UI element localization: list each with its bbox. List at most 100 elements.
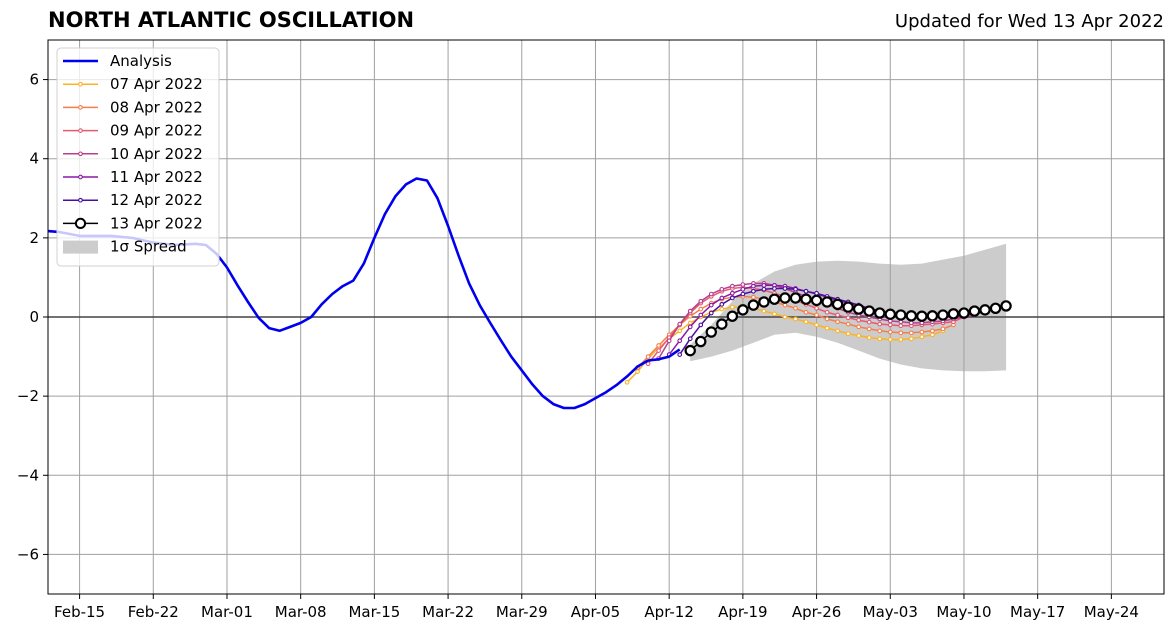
data-point — [677, 352, 683, 357]
data-point — [930, 328, 935, 334]
data-point — [856, 317, 862, 323]
y-tick-label: 6 — [29, 71, 39, 89]
data-point — [845, 315, 851, 321]
data-point — [698, 298, 704, 304]
data-point — [677, 321, 683, 327]
data-point — [729, 304, 735, 310]
data-point — [793, 286, 798, 292]
data-point — [761, 286, 767, 292]
data-point — [803, 288, 809, 294]
data-point — [761, 308, 767, 314]
data-point — [716, 318, 728, 330]
data-point — [887, 337, 893, 342]
legend-marker — [74, 217, 87, 229]
data-point — [747, 299, 760, 311]
data-point — [908, 320, 914, 326]
data-point — [916, 310, 928, 322]
data-point — [824, 316, 830, 322]
data-point — [958, 307, 970, 319]
data-point — [937, 309, 949, 321]
legend-label: 11 Apr 2022 — [110, 168, 203, 186]
x-tick-label: Apr-12 — [644, 603, 694, 621]
legend-label: 09 Apr 2022 — [110, 122, 203, 140]
data-point — [758, 296, 770, 308]
data-point — [726, 310, 739, 322]
data-point — [814, 290, 819, 296]
data-point — [979, 304, 991, 316]
data-point — [793, 316, 798, 322]
data-point — [705, 326, 717, 338]
y-tick-label: −4 — [17, 466, 39, 484]
data-point — [698, 312, 704, 318]
data-point — [782, 314, 788, 320]
data-point — [624, 379, 630, 385]
x-tick-label: May-17 — [1010, 603, 1065, 621]
data-point — [884, 308, 896, 320]
x-tick-label: Feb-15 — [54, 603, 105, 621]
y-tick-label: 4 — [29, 150, 39, 168]
legend-entry: 1σ Spread — [63, 238, 187, 256]
series-13-apr-2022 — [684, 292, 1012, 357]
y-tick-label: 2 — [29, 229, 39, 247]
data-point — [740, 286, 746, 292]
data-point — [919, 329, 925, 335]
data-point — [687, 308, 693, 314]
legend-marker — [78, 105, 83, 110]
data-point — [905, 310, 918, 322]
data-point — [1000, 300, 1012, 312]
data-point — [814, 322, 819, 328]
data-point — [656, 343, 661, 348]
data-point — [898, 337, 904, 342]
x-tick-label: Mar-08 — [275, 603, 327, 621]
data-point — [866, 326, 872, 332]
data-point — [687, 336, 693, 342]
data-point — [677, 328, 683, 334]
data-point — [874, 307, 886, 319]
data-point — [824, 309, 830, 315]
legend-entry: Analysis — [63, 52, 172, 70]
x-tick-label: May-03 — [863, 603, 918, 621]
legend-marker — [78, 197, 83, 203]
data-point — [863, 305, 875, 317]
data-point — [852, 303, 865, 315]
data-point — [800, 293, 812, 305]
data-point — [719, 301, 725, 307]
data-point — [835, 328, 840, 334]
data-point — [835, 312, 840, 318]
data-point — [908, 330, 914, 336]
x-axis: Feb-15 Feb-22 Mar-01 Mar-08 Mar-15 Mar-22 Mar-… — [54, 594, 1139, 621]
legend-box — [56, 47, 220, 267]
data-point — [989, 302, 1002, 314]
data-point — [835, 319, 840, 325]
legend-entry: 08 Apr 2022 — [63, 98, 203, 116]
legend-marker — [78, 174, 83, 180]
data-point — [645, 354, 651, 359]
x-tick-label: Apr-26 — [792, 603, 842, 621]
legend-marker — [78, 128, 83, 133]
data-point — [740, 282, 746, 287]
data-point — [919, 334, 925, 340]
data-point — [768, 293, 781, 305]
x-tick-label: Mar-01 — [201, 603, 253, 621]
data-point — [687, 320, 693, 326]
data-point — [803, 319, 809, 325]
data-point — [810, 294, 823, 307]
data-point — [898, 330, 904, 336]
data-point — [803, 309, 809, 315]
data-point — [698, 322, 704, 328]
data-point — [708, 291, 714, 297]
data-point — [866, 319, 872, 325]
data-point — [740, 291, 746, 297]
data-point — [789, 292, 802, 304]
data-point — [821, 296, 833, 308]
series-layer — [47, 177, 1012, 410]
data-point — [814, 305, 819, 311]
x-tick-label: Feb-22 — [128, 603, 179, 621]
data-point — [708, 302, 714, 308]
legend-label: 07 Apr 2022 — [110, 75, 203, 93]
data-point — [751, 288, 756, 294]
legend-entry: 11 Apr 2022 — [63, 168, 203, 186]
x-tick-label: Apr-19 — [718, 603, 768, 621]
x-tick-label: May-10 — [936, 603, 991, 621]
legend: Analysis 07 Apr 2022 08 Apr 2022 09 Apr 202… — [56, 47, 220, 267]
